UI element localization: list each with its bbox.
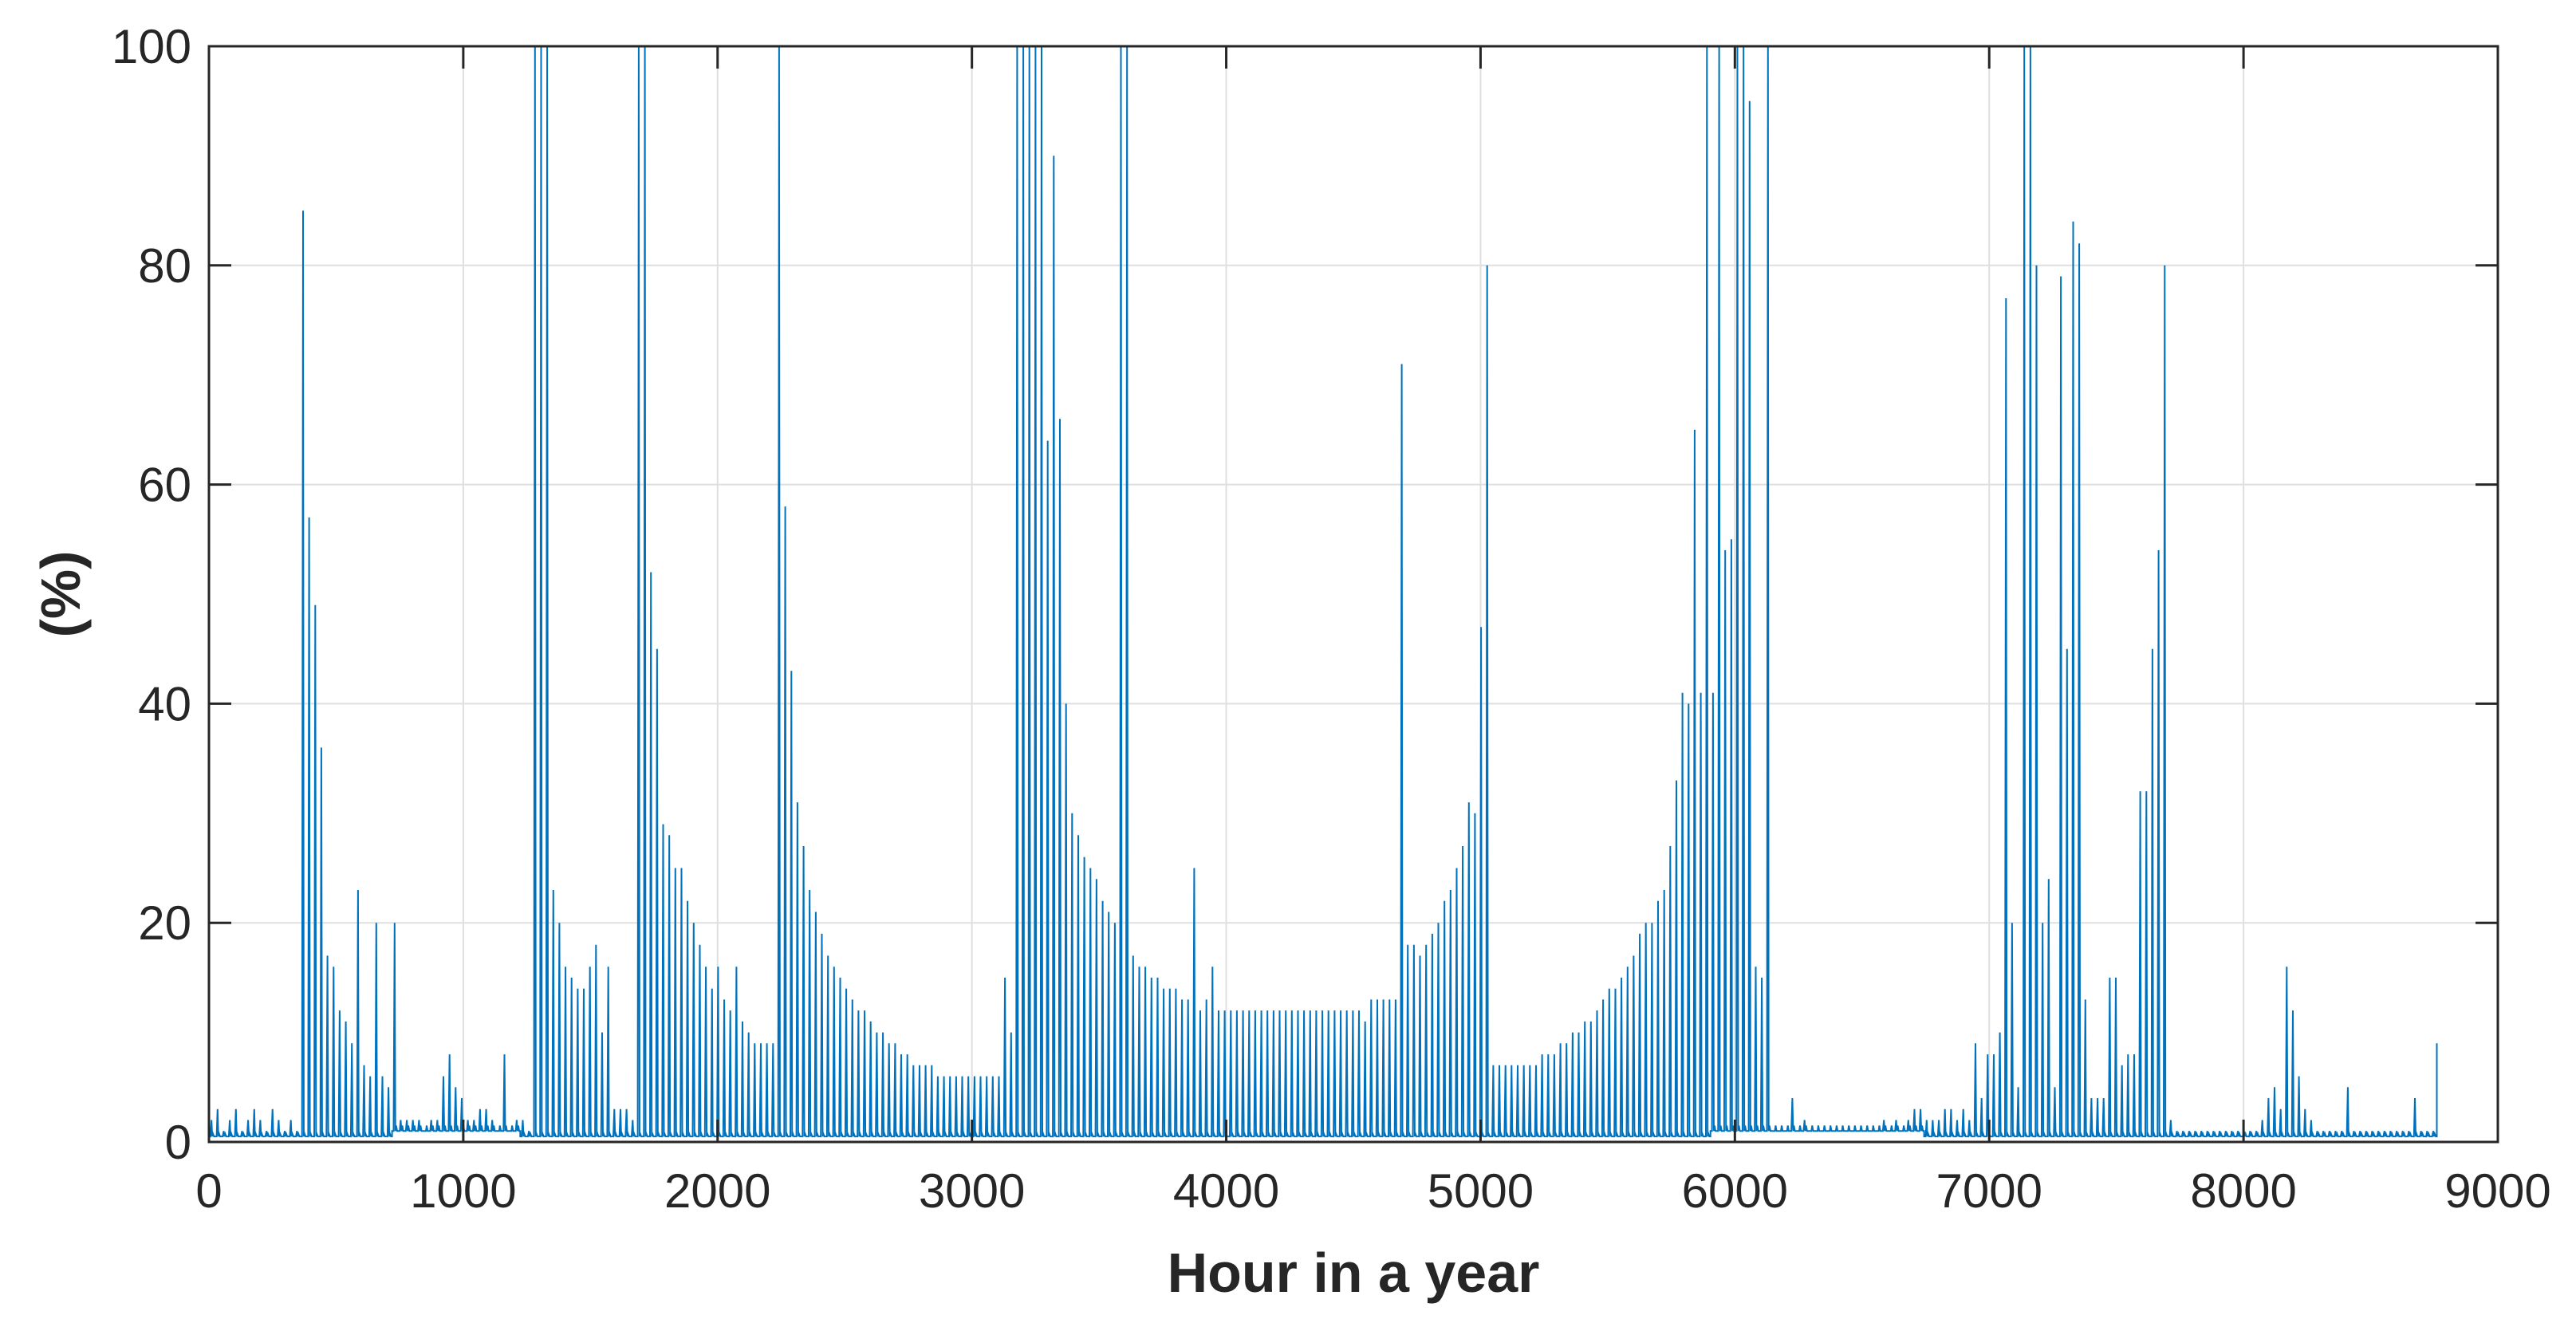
y-tick-label-0: 0 [165,1116,191,1169]
x-tick-label-9: 9000 [2444,1164,2550,1218]
plot-frame [207,45,2499,1144]
series-line [209,45,2438,1138]
x-tick-label-8: 8000 [2190,1164,2296,1218]
x-tick-label-3: 3000 [919,1164,1025,1218]
x-tick-label-1: 1000 [410,1164,516,1218]
x-tick-label-6: 6000 [1682,1164,1788,1218]
x-tick-label-4: 4000 [1173,1164,1279,1218]
y-axis-title: (%) [30,551,92,638]
x-axis-title: Hour in a year [1168,1242,1540,1304]
x-tick-label-2: 2000 [664,1164,770,1218]
series-layer [209,45,2438,1138]
y-tick-label-2: 40 [138,677,191,730]
tick-layer [207,45,2499,1144]
y-tick-label-5: 100 [112,20,191,73]
y-tick-label-1: 20 [138,896,191,950]
label-layer: 0 1000 2000 3000 4000 5000 6000 7000 8000 9000 0 20… [112,20,2551,1218]
x-tick-label-5: 5000 [1428,1164,1534,1218]
y-tick-label-3: 60 [138,459,191,512]
x-tick-label-7: 7000 [1936,1164,2042,1218]
y-tick-label-4: 80 [138,239,191,293]
x-tick-label-0: 0 [195,1164,222,1218]
